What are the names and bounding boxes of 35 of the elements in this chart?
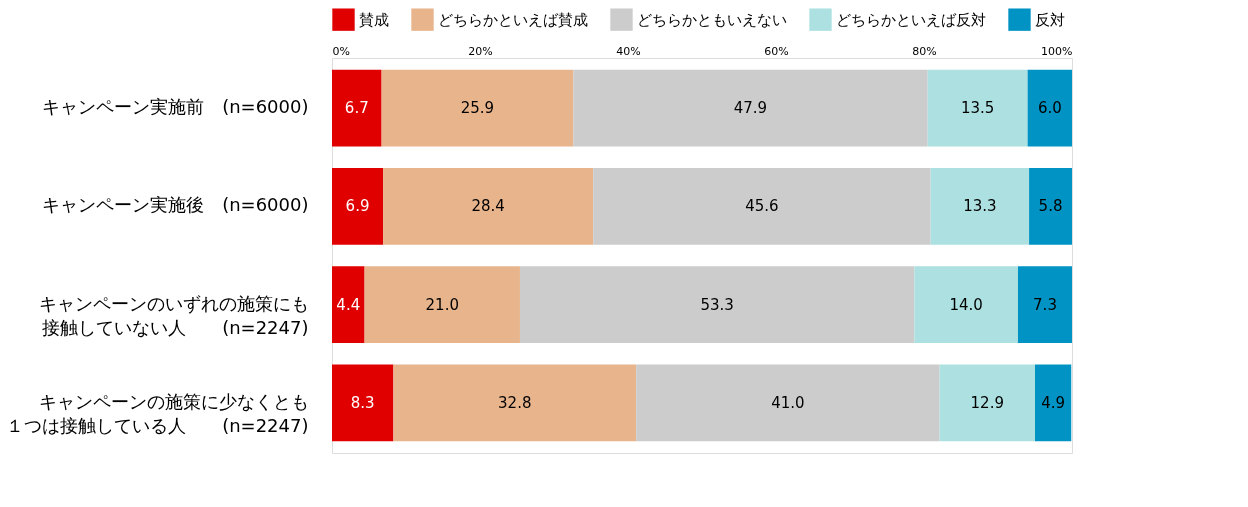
x-tick-label: 80% bbox=[912, 44, 937, 58]
data-label: 6.7 bbox=[344, 99, 369, 118]
data-label: 6.0 bbox=[1037, 99, 1062, 118]
data-label: 47.9 bbox=[733, 99, 768, 118]
data-label: 13.3 bbox=[963, 197, 997, 216]
data-label: 5.8 bbox=[1038, 197, 1063, 216]
y-tick-label: キャンペーン実施後 (n=6000) bbox=[42, 194, 309, 216]
data-label: 7.3 bbox=[1033, 295, 1057, 314]
data-label: 41.0 bbox=[771, 393, 805, 412]
y-tick-label: キャンペーン実施前 (n=6000) bbox=[42, 96, 309, 118]
legend-label: どちらかといえば賛成 bbox=[438, 10, 588, 29]
data-label: 4.4 bbox=[336, 295, 361, 314]
x-tick-label: 20% bbox=[468, 44, 493, 58]
x-tick-label: 100% bbox=[1041, 44, 1073, 58]
x-tick-label: 0% bbox=[332, 44, 350, 58]
data-label: 45.6 bbox=[745, 197, 779, 216]
data-label: 12.9 bbox=[970, 393, 1004, 412]
data-label: 13.5 bbox=[960, 99, 995, 118]
data-label: 53.3 bbox=[700, 295, 734, 314]
legend-label: どちらかともいえない bbox=[637, 10, 787, 29]
x-tick-label: 40% bbox=[616, 44, 641, 58]
data-label: 21.0 bbox=[425, 295, 459, 314]
data-label: 8.3 bbox=[350, 393, 375, 412]
data-label: 32.8 bbox=[498, 393, 532, 412]
legend-label: 賛成 bbox=[359, 10, 389, 29]
legend-label: どちらかといえば反対 bbox=[836, 10, 986, 29]
data-label: 28.4 bbox=[471, 197, 505, 216]
y-tick-label: キャンペーンのいずれの施策にも接触していない人 (n=2247) bbox=[38, 292, 309, 338]
y-tick-label: キャンペーンの施策に少なくとも１つは接触している人 (n=2247) bbox=[6, 390, 309, 436]
x-tick-label: 60% bbox=[764, 44, 789, 58]
data-label: 25.9 bbox=[460, 99, 495, 118]
data-label: 4.9 bbox=[1041, 393, 1066, 412]
legend-label: 反対 bbox=[1035, 10, 1065, 29]
data-label: 14.0 bbox=[949, 295, 983, 314]
data-label: 6.9 bbox=[345, 197, 370, 216]
